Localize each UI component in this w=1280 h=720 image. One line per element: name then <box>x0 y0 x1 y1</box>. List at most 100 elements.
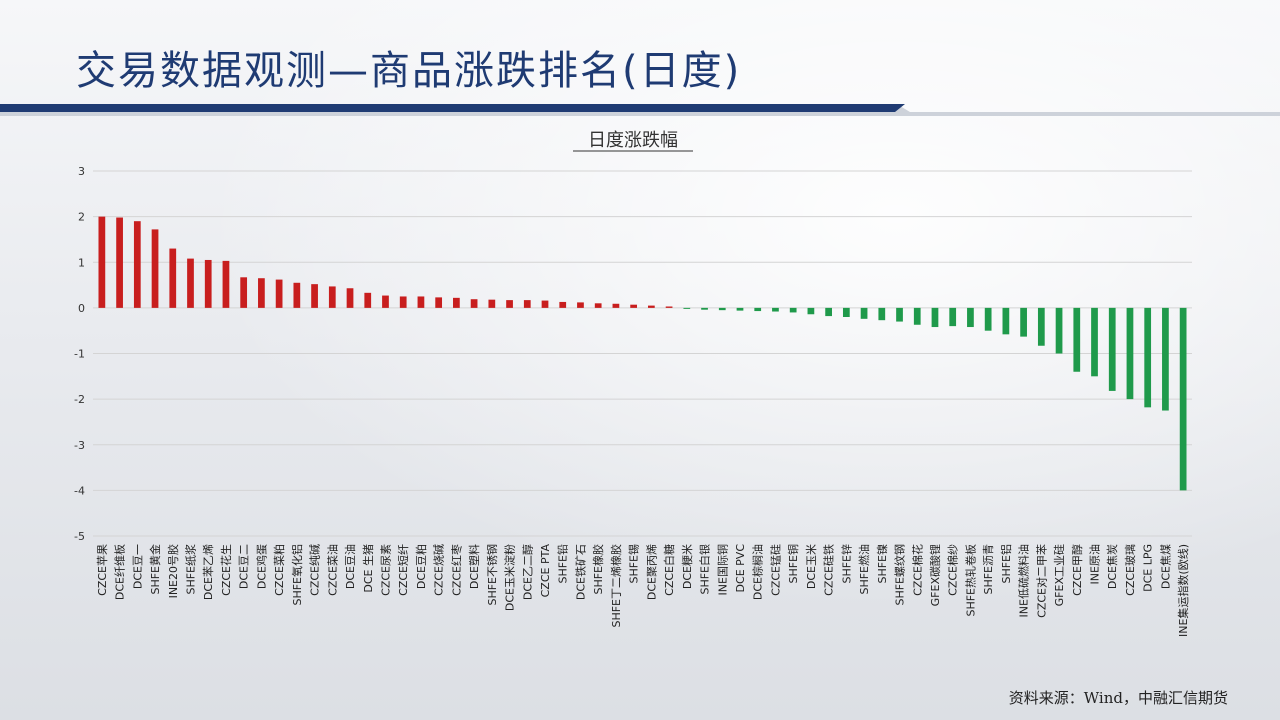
bar <box>364 292 372 308</box>
bar <box>807 307 815 315</box>
x-tick-label: DCE豆一 <box>131 544 144 589</box>
bar <box>541 300 549 308</box>
bar <box>896 307 903 322</box>
y-axis: 3 2 1 0 -1 -2 -3 -4 -5 <box>74 165 85 543</box>
x-tick-label: CZCE花生 <box>219 544 233 596</box>
bar <box>825 307 832 317</box>
x-tick-label: SHFE镍 <box>875 544 889 584</box>
x-tick-label: CZCE菜油 <box>325 544 339 596</box>
bar <box>559 301 567 308</box>
y-tick-label: -3 <box>74 439 85 452</box>
bars <box>98 216 1187 491</box>
y-tick-label: 2 <box>78 211 85 224</box>
bar <box>683 307 691 309</box>
x-tick-label: SHFE锡 <box>627 544 641 584</box>
x-tick-label: DCE乙二醇 <box>520 544 534 600</box>
x-tick-label: DCE聚丙烯 <box>645 544 658 600</box>
bar <box>453 297 460 308</box>
x-tick-label: CZCE棉花 <box>910 544 924 596</box>
x-tick-label: DCE PVC <box>734 544 747 593</box>
x-tick-label: SHFE沥青 <box>982 544 995 595</box>
x-tick-label: CZCE菜粕 <box>272 544 286 596</box>
bar <box>417 296 425 308</box>
grid-lines <box>93 170 1192 537</box>
x-tick-label: INE国际铜 <box>715 544 729 595</box>
header-band <box>0 104 1280 116</box>
x-tick-label: DCE焦炭 <box>1106 544 1119 589</box>
bar <box>878 307 886 321</box>
bar <box>1073 307 1081 372</box>
x-tick-label: CZCE纯碱 <box>309 544 322 596</box>
x-tick-label: SHFE橡胶 <box>591 544 605 595</box>
bar <box>967 307 974 328</box>
bar <box>1020 307 1027 337</box>
y-tick-label: -1 <box>74 348 85 361</box>
x-tick-label: CZCE苹果 <box>95 544 109 596</box>
x-tick-label: DCE焦煤 <box>1159 544 1172 589</box>
bar <box>133 221 141 308</box>
x-tick-label: CZCE红枣 <box>450 544 463 596</box>
x-tick-label: SHFE氧化铝 <box>290 544 304 606</box>
x-tick-label: GFEX工业硅 <box>1053 544 1066 606</box>
x-tick-label: DCE纤维板 <box>113 544 127 600</box>
bar <box>1037 307 1045 346</box>
bar <box>187 258 194 308</box>
y-tick-label: -5 <box>74 530 85 543</box>
x-tick-label: DCE玉米 <box>805 544 818 589</box>
x-tick-label: CZCE短纤 <box>396 544 410 596</box>
x-tick-label: CZCE尿素 <box>379 544 392 596</box>
x-tick-label: CZCE甲醇 <box>1070 544 1084 596</box>
x-tick-label: SHFE燃油 <box>857 544 871 595</box>
bar <box>612 303 620 308</box>
bar <box>842 307 850 317</box>
bar <box>382 295 389 308</box>
bar <box>98 216 106 308</box>
source-note: 资料来源：Wind，中融汇信期货 <box>1008 689 1228 707</box>
x-tick-label: INE原油 <box>1088 544 1102 584</box>
y-tick-label: -2 <box>74 393 85 406</box>
bar <box>488 299 496 308</box>
x-tick-label: DCE苯乙烯 <box>201 544 215 600</box>
x-tick-label: CZCE棉纱 <box>946 544 960 596</box>
y-tick-label: 3 <box>78 165 85 178</box>
bar <box>258 278 265 308</box>
x-tick-label: DCE豆二 <box>238 544 251 589</box>
x-axis: CZCE苹果 DCE纤维板 DCE豆一 SHFE黄金 INE20号胶 SHFE纸浆 DCE苯… <box>95 544 1190 637</box>
x-tick-label: SHFE铝 <box>999 544 1013 584</box>
bar <box>949 307 957 327</box>
x-tick-label: CZCE对二甲苯 <box>1034 544 1048 618</box>
x-tick-label: INE集运指数(欧线) <box>1176 544 1190 637</box>
bar <box>789 307 797 313</box>
bar <box>328 286 336 308</box>
x-tick-label: CZCE白糖 <box>662 544 676 596</box>
x-tick-label: SHFE螺纹钢 <box>893 544 907 606</box>
x-tick-label: DCE 生猪 <box>361 544 375 593</box>
x-tick-label: SHFE铜 <box>786 544 800 584</box>
bar <box>506 300 513 308</box>
bar <box>399 296 407 308</box>
bar <box>151 229 159 308</box>
x-tick-label: CZCE烧碱 <box>433 544 446 596</box>
bar <box>665 306 673 308</box>
x-tick-label: CZCE锰硅 <box>768 544 782 596</box>
bar <box>204 259 212 308</box>
x-tick-label: DCE粳米 <box>680 544 694 589</box>
x-tick-label: DCE LPG <box>1142 544 1155 592</box>
bar <box>116 217 123 308</box>
bar <box>523 300 531 308</box>
bar <box>435 297 443 308</box>
bar <box>240 277 248 308</box>
x-tick-label: DCE塑料 <box>467 544 481 589</box>
bar <box>630 304 638 308</box>
bar <box>701 307 708 310</box>
bar <box>577 302 584 308</box>
bar <box>718 307 726 311</box>
x-tick-label: INE20号胶 <box>166 544 180 598</box>
bar <box>222 260 230 308</box>
x-tick-label: DCE棕榈油 <box>751 544 765 600</box>
x-tick-label: SHFE黄金 <box>148 544 162 595</box>
x-tick-label: GFEX碳酸锂 <box>928 544 942 606</box>
bar <box>1144 307 1152 408</box>
